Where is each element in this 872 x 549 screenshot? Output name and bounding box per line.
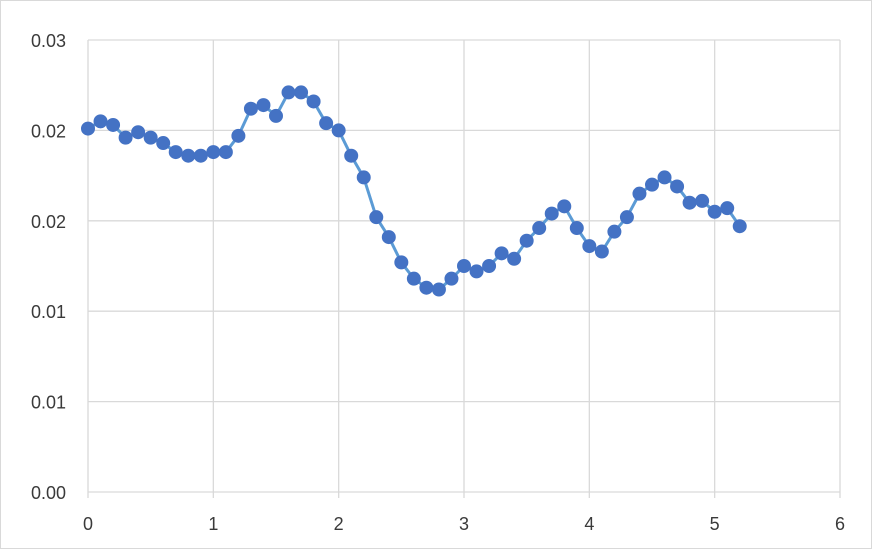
data-point <box>607 224 622 239</box>
data-point <box>231 128 246 143</box>
data-point <box>582 239 597 254</box>
data-point <box>344 148 359 163</box>
x-tick-label: 3 <box>459 514 469 534</box>
data-point <box>394 255 409 270</box>
data-point <box>269 108 283 123</box>
data-point <box>243 101 258 116</box>
data-point <box>695 193 710 208</box>
data-point <box>720 201 735 216</box>
data-point <box>469 264 484 279</box>
data-point <box>594 244 609 259</box>
data-point <box>319 116 334 131</box>
data-point <box>419 280 434 295</box>
x-tick-label: 0 <box>83 514 93 534</box>
data-point <box>494 246 509 261</box>
data-point <box>118 130 133 145</box>
data-point <box>507 251 522 266</box>
series <box>81 85 747 297</box>
y-tick-label: 0.02 <box>31 212 66 232</box>
data-point <box>193 148 208 163</box>
data-point <box>381 230 396 245</box>
gridlines <box>88 39 841 492</box>
data-point <box>281 85 296 100</box>
data-point <box>544 206 559 221</box>
y-tick-label: 0.01 <box>31 302 66 322</box>
x-tick-label: 5 <box>710 514 720 534</box>
data-point <box>482 259 497 273</box>
data-point <box>645 177 659 192</box>
axes <box>87 40 841 498</box>
data-point <box>369 210 384 225</box>
data-point <box>682 195 697 210</box>
data-point <box>81 121 95 136</box>
data-point <box>306 94 321 109</box>
data-point <box>444 271 459 286</box>
data-point <box>181 148 196 163</box>
data-point <box>143 130 158 145</box>
data-point <box>569 221 584 236</box>
y-tick-label: 0.02 <box>31 121 66 141</box>
data-point <box>707 204 722 219</box>
data-point <box>732 219 747 234</box>
data-point <box>256 98 271 113</box>
y-tick-label: 0.01 <box>31 393 66 413</box>
data-point <box>632 186 647 201</box>
data-point <box>519 233 534 248</box>
data-point <box>156 136 171 151</box>
data-point <box>457 259 471 273</box>
data-point <box>331 123 346 138</box>
y-tick-label: 0.00 <box>31 483 66 503</box>
data-point <box>168 145 183 160</box>
data-point <box>93 114 108 129</box>
data-point <box>557 199 572 214</box>
y-tick-label: 0.03 <box>31 31 66 51</box>
data-point <box>431 282 446 297</box>
data-point <box>131 125 146 140</box>
x-tick-label: 6 <box>835 514 845 534</box>
data-point <box>294 85 309 100</box>
data-point <box>356 170 371 185</box>
data-point <box>218 145 233 160</box>
data-point <box>619 210 634 225</box>
x-tick-label: 2 <box>334 514 344 534</box>
data-point <box>657 170 672 185</box>
data-point <box>106 117 121 132</box>
tick-labels: 0.00 0.01 0.01 0.02 0.02 0.03 0 1 2 3 4 5 6 <box>31 31 845 534</box>
data-point <box>532 221 547 236</box>
data-point <box>206 145 221 160</box>
x-tick-label: 4 <box>584 514 594 534</box>
data-point <box>670 179 685 194</box>
data-point <box>406 271 421 286</box>
x-tick-label: 1 <box>208 514 218 534</box>
